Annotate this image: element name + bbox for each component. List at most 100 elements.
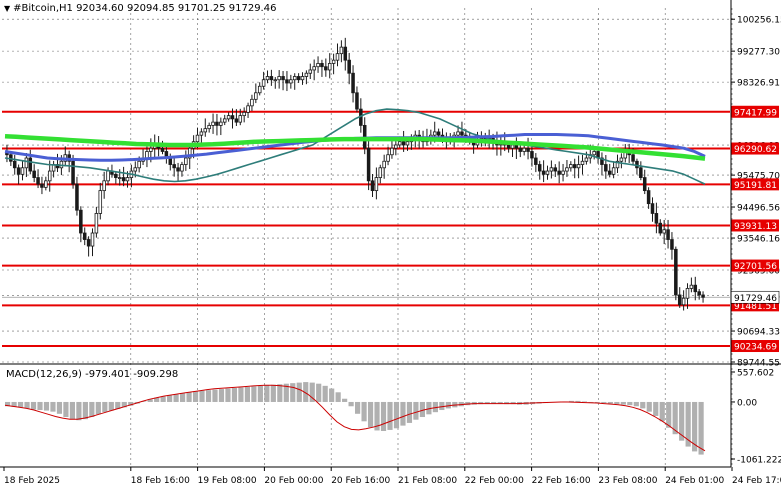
macd-histogram-bar [646, 401, 652, 412]
candle-body [292, 76, 297, 81]
macd-histogram-bar [316, 383, 322, 402]
macd-histogram-bar [76, 401, 82, 421]
level-price-label: 90234.69 [734, 343, 777, 353]
macd-histogram-bar [413, 401, 419, 420]
candle-body [312, 66, 316, 71]
candle-body [24, 157, 29, 169]
time-tick-label: 18 Feb 16:00 [131, 476, 190, 486]
candle-body [355, 92, 359, 110]
chart-menu-arrow-icon[interactable]: ▼ [4, 4, 11, 13]
candle-body [114, 173, 118, 178]
candle-body [44, 180, 48, 188]
candle-body [257, 85, 262, 94]
candle-body [561, 170, 565, 175]
macd-histogram-bar [659, 401, 665, 422]
macd-histogram-bar [95, 401, 101, 415]
candle-body [296, 76, 301, 81]
macd-histogram-bar [115, 401, 121, 409]
level-price-label: 93931.13 [734, 222, 777, 232]
macd-histogram-bar [303, 382, 309, 402]
macd-histogram-bar [251, 386, 257, 402]
macd-histogram-bar [685, 401, 691, 447]
candle-body [180, 164, 184, 172]
candle-body [82, 232, 87, 240]
macd-histogram-bar [478, 401, 484, 405]
candle-body [557, 170, 561, 175]
candle-body [374, 177, 379, 192]
candle-body [149, 147, 153, 152]
macd-histogram-bar [186, 392, 192, 402]
macd-tick-label: -1061.222 [737, 456, 781, 466]
candle-body [28, 157, 33, 172]
candle-body [436, 131, 441, 136]
candle-body [265, 76, 270, 81]
candle-body [522, 147, 526, 152]
macd-histogram-bar [387, 401, 393, 430]
candle-body [226, 115, 231, 120]
candle-body [646, 190, 651, 205]
levels-layer [2, 110, 730, 348]
macd-histogram-bar [491, 401, 497, 404]
candle-body [137, 160, 141, 169]
candle-body [219, 121, 223, 126]
candle-body [541, 170, 546, 175]
candle-body [366, 147, 371, 182]
candle-body [685, 288, 690, 299]
candle-body [650, 203, 655, 214]
macd-histogram-bar [102, 401, 108, 413]
candle-body [106, 170, 110, 182]
macd-histogram-bar [607, 401, 613, 404]
macd-histogram-bar [329, 388, 335, 402]
macd-title: MACD(12,26,9) -979.401 -909.298 [6, 369, 179, 380]
candle-body [117, 177, 122, 179]
macd-histogram-bar [698, 401, 704, 455]
macd-histogram-bar [173, 394, 179, 402]
axis-layer: 100256.1599277.3098326.9196396.9295475.7… [3, 16, 781, 486]
time-tick-label: 18 Feb 2025 [4, 476, 60, 486]
macd-histogram-bar [212, 389, 218, 402]
macd-histogram-bar [24, 401, 30, 409]
macd-histogram-bar [231, 387, 238, 402]
macd-histogram-bar [380, 401, 387, 431]
macd-histogram-bar [588, 401, 594, 403]
level-price-label: 96290.62 [734, 145, 777, 155]
macd-histogram-bar [679, 401, 685, 441]
time-tick-label: 22 Feb 16:00 [532, 476, 591, 486]
candle-body [405, 141, 410, 146]
candle-body [277, 76, 281, 81]
time-tick-label: 22 Feb 00:00 [465, 476, 524, 486]
candle-body [572, 164, 577, 169]
candle-body [203, 128, 208, 133]
candle-body [94, 213, 99, 234]
macd-histogram-bar [147, 399, 153, 402]
candle-body [674, 248, 678, 296]
price-tick-label: 94496.56 [737, 204, 780, 214]
macd-histogram-bar [199, 390, 205, 402]
candle-body [689, 284, 694, 289]
candle-body [86, 239, 91, 247]
candle-body [677, 294, 682, 306]
candle-body [565, 167, 569, 172]
chart-title: ▼ #Bitcoin,H1 92034.60 92094.85 91701.25 … [4, 3, 276, 14]
level-price-label: 92701.56 [734, 262, 777, 272]
macd-histogram-bar [50, 401, 56, 412]
candle-body [386, 154, 390, 162]
candle-body [281, 76, 285, 81]
macd-histogram-bar [37, 401, 43, 411]
candle-body [607, 170, 612, 175]
candle-body [701, 294, 705, 298]
candle-body [370, 180, 375, 192]
macd-histogram-bar [296, 382, 302, 402]
candle-body [576, 164, 581, 169]
time-tick-label: 19 Feb 08:00 [198, 476, 257, 486]
candle-body [662, 229, 666, 234]
candle-body [456, 131, 460, 136]
level-price-tag [731, 259, 779, 272]
candle-body [254, 92, 258, 100]
macd-histogram-bar [393, 401, 400, 429]
price-tick-label: 99277.30 [737, 48, 780, 58]
candle-body [102, 180, 106, 192]
candle-body [619, 157, 624, 162]
